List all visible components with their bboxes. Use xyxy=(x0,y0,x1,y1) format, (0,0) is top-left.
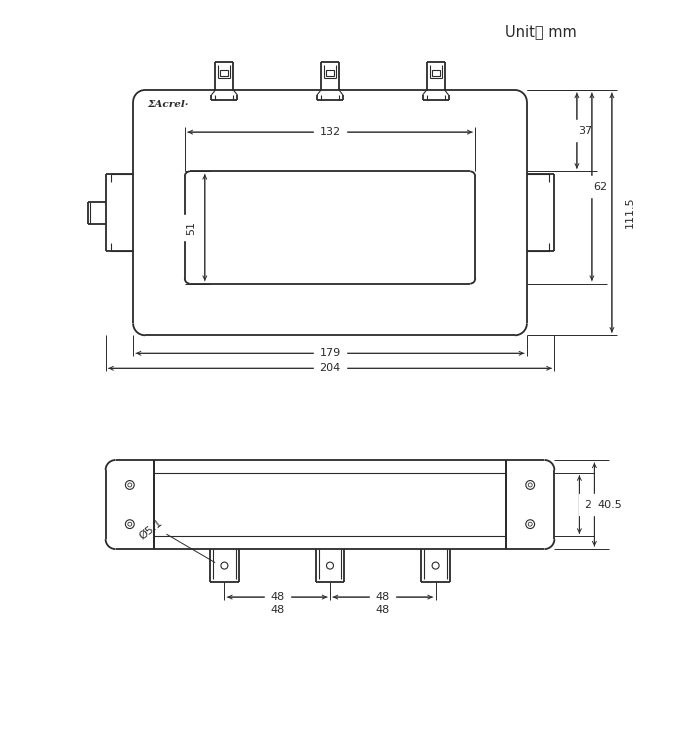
Text: 48: 48 xyxy=(270,592,284,602)
Text: 29: 29 xyxy=(584,500,598,510)
Text: 62: 62 xyxy=(593,182,607,192)
Text: 40.5: 40.5 xyxy=(597,500,622,510)
Bar xyxy=(432,70,440,76)
Text: ΣAcrel·: ΣAcrel· xyxy=(147,100,188,109)
Text: 111.5: 111.5 xyxy=(625,197,635,229)
Text: Unit： mm: Unit： mm xyxy=(505,24,577,39)
Text: 48: 48 xyxy=(376,592,390,602)
Text: 132: 132 xyxy=(319,127,341,137)
Text: 204: 204 xyxy=(319,363,341,373)
Text: Ø5.1: Ø5.1 xyxy=(137,517,164,541)
Bar xyxy=(220,70,228,76)
Text: 48: 48 xyxy=(270,605,284,615)
Text: 51: 51 xyxy=(186,221,196,235)
Bar xyxy=(326,70,334,76)
Text: 48: 48 xyxy=(376,605,390,615)
Text: 179: 179 xyxy=(319,349,341,358)
Text: 37: 37 xyxy=(578,126,592,135)
